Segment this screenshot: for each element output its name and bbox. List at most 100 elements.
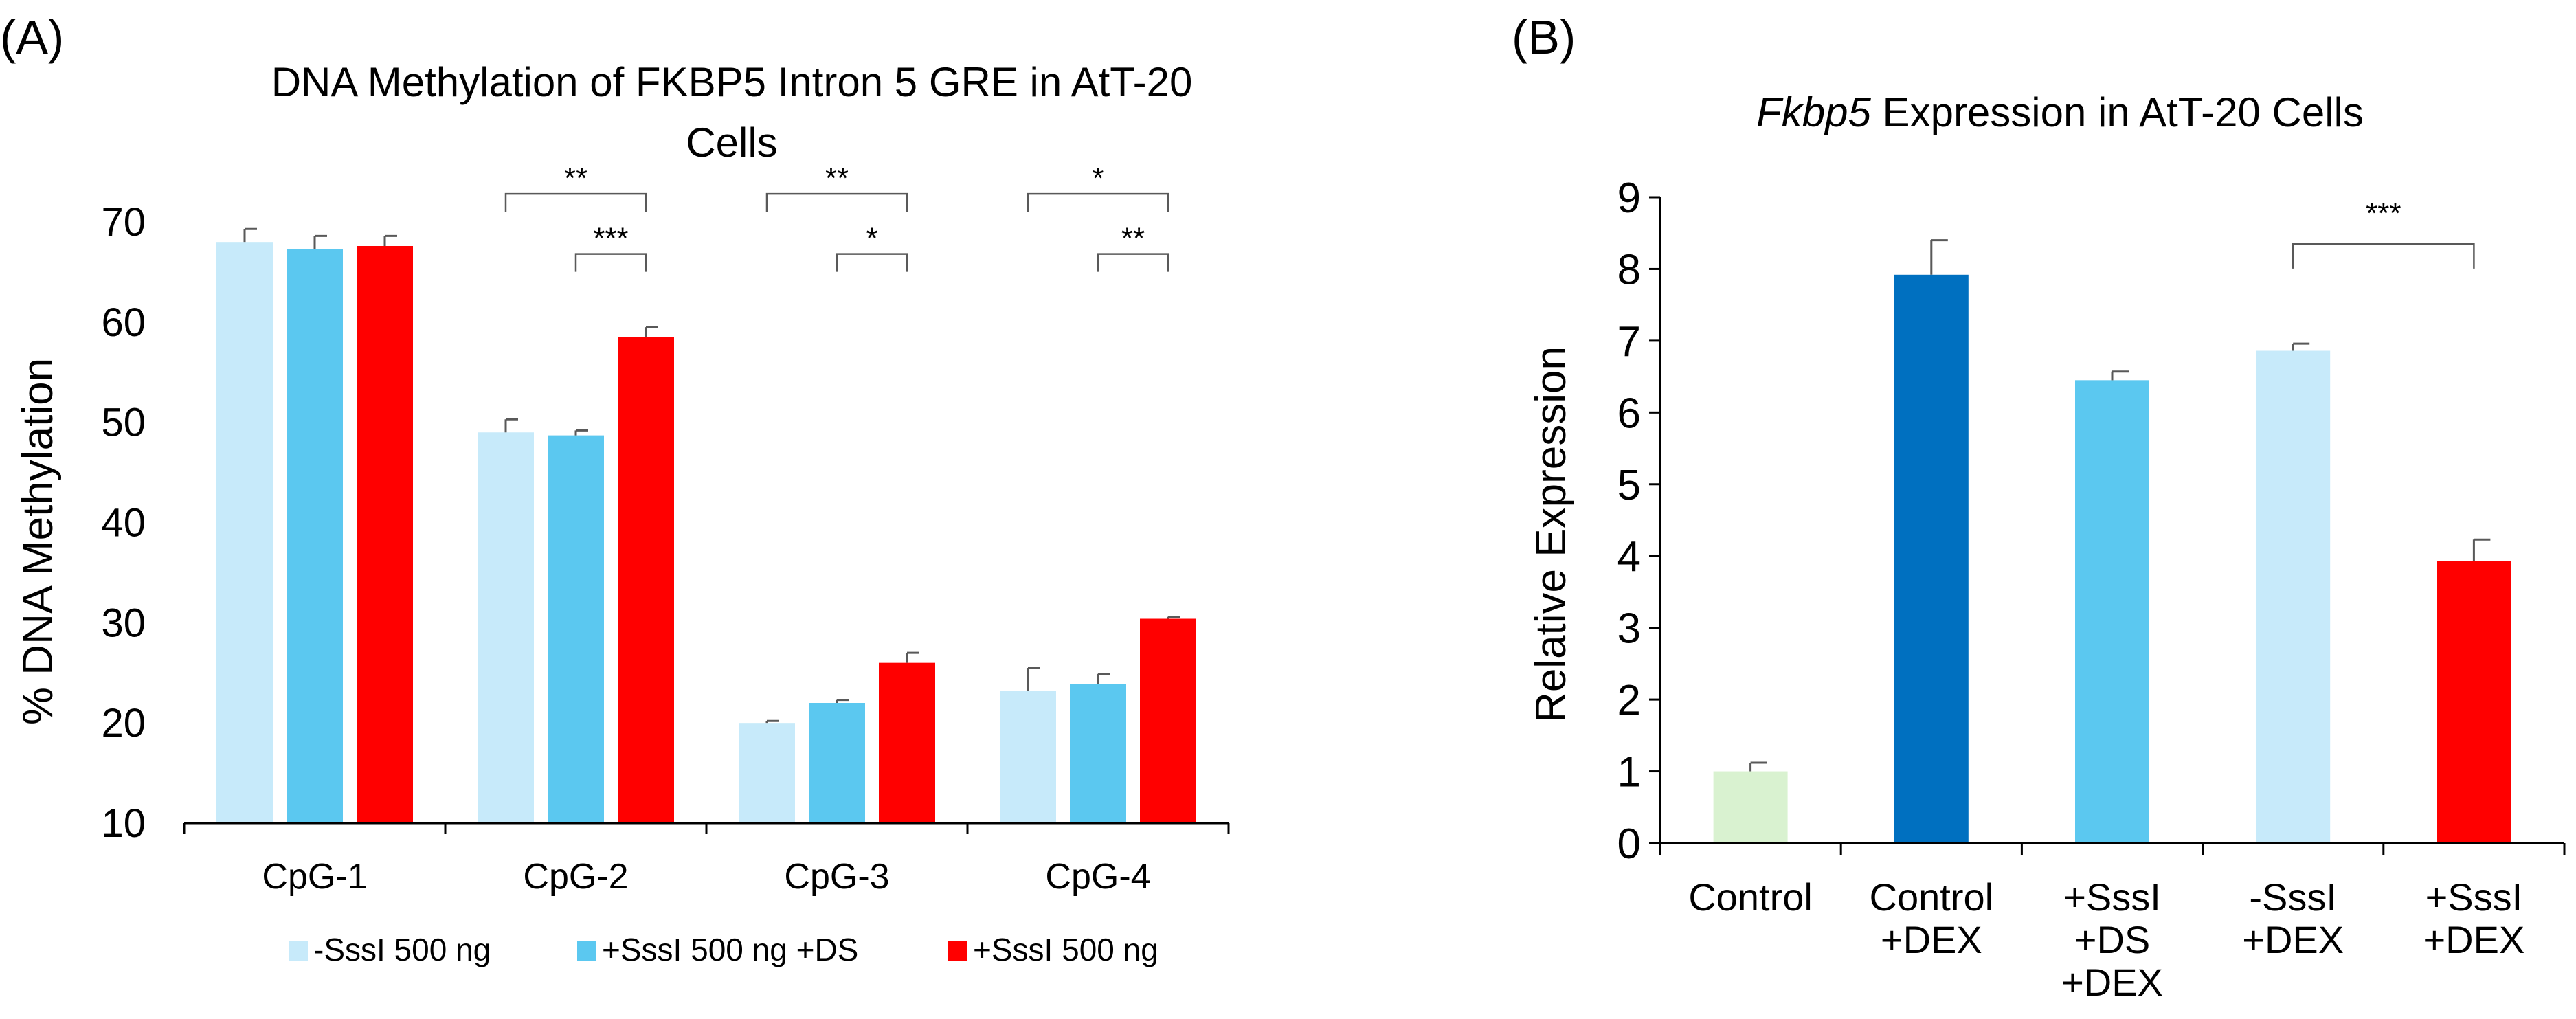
panel-a-title-line-2: Cells: [686, 120, 777, 166]
panel-a-legend-label: +SssI 500 ng +DS: [602, 932, 858, 967]
panel-b-label: (B): [1512, 10, 1576, 64]
panel-a-significance-label: *: [866, 222, 877, 256]
panel-b-category-label-line: -SssI: [2249, 875, 2337, 919]
panel-b-bar: [2256, 350, 2331, 843]
panel-a-significance-bracket: [765, 192, 908, 212]
panel-a-bar: [216, 242, 273, 824]
panel-b-chart: (B) Fkbp5 Expression in AtT-20 Cells Rel…: [1512, 10, 2566, 1004]
panel-a-error-bar: [645, 326, 658, 337]
panel-a-significance-label: ***: [593, 222, 628, 256]
panel-b-y-tick-label: 5: [1617, 462, 1641, 509]
panel-a-bar: [548, 435, 604, 823]
panel-a-error-bar: [504, 418, 518, 433]
panel-b-error-bar: [2111, 370, 2129, 381]
panel-a-bar: [478, 432, 534, 823]
panel-a-significance-label: **: [1121, 222, 1145, 256]
panel-a-y-tick-label: 20: [101, 701, 146, 746]
panel-a-significance-bracket: [504, 192, 647, 212]
panel-a-label: (A): [0, 10, 64, 64]
panel-a-error-bar: [765, 719, 779, 724]
panel-a-bar: [1000, 691, 1056, 823]
panel-b-bar: [1713, 771, 1788, 843]
panel-a-x-ticks: [183, 823, 1230, 834]
panel-a-bar: [618, 337, 674, 823]
panel-b-significance-label: ***: [2366, 197, 2401, 230]
panel-b-significance-bracket: [2292, 243, 2475, 269]
panel-b-y-axis-ticks: 0 1 2 3 4 5 6 7 8 9: [1617, 175, 1660, 868]
panel-b-title-rest: Expression in AtT-20 Cells: [1871, 89, 2364, 135]
panel-b-y-tick-label: 7: [1617, 318, 1641, 366]
panel-a-category-label: CpG-3: [784, 857, 889, 897]
panel-b-category-label-line: +DEX: [1881, 918, 1982, 961]
panel-b-bars: [1713, 274, 2511, 843]
panel-a-legend-swatch: [948, 941, 967, 961]
panel-b-y-tick-label: 3: [1617, 605, 1641, 653]
panel-a-y-tick-label: 50: [101, 401, 146, 445]
panel-a-bar: [357, 246, 413, 823]
panel-a-bar: [809, 703, 865, 823]
panel-b-y-tick-label: 8: [1617, 246, 1641, 293]
panel-a-category-label: CpG-1: [262, 857, 367, 897]
panel-b-category-label: +SssI +DS +DEX: [2061, 875, 2163, 1004]
panel-a-y-tick-label: 60: [101, 300, 146, 345]
panel-b-y-tick-label: 1: [1617, 749, 1641, 796]
panel-a-y-tick-labels: 10 20 30 40 50 60 70: [101, 200, 146, 846]
panel-a-legend: -SssI 500 ng +SssI 500 ng +DS +SssI 500 ng: [289, 932, 1158, 967]
panel-b-x-ticks: [1659, 843, 2566, 855]
panel-b-category-label-line: +DEX: [2061, 961, 2163, 1004]
panel-b-y-tick-label: 0: [1617, 820, 1641, 868]
panel-a-significance-label: *: [1092, 161, 1104, 195]
panel-a-error-bar: [313, 234, 327, 249]
panel-a-error-bars: [243, 227, 1180, 724]
panel-a-legend-swatch: [577, 941, 596, 961]
panel-a-bar: [879, 662, 935, 823]
panel-b-category-label-line: Control: [1688, 875, 1813, 919]
panel-b-error-bar: [2472, 538, 2491, 561]
panel-b-y-tick-label: 6: [1617, 390, 1641, 437]
panel-a-bars: [216, 242, 1196, 824]
panel-a-error-bar: [836, 699, 849, 703]
panel-a-error-bar: [574, 429, 588, 436]
panel-b-category-label: -SssI +DEX: [2242, 875, 2344, 961]
panel-a-error-bar: [383, 234, 397, 246]
panel-b-category-label-line: +DS: [2074, 918, 2151, 961]
panel-a-significance-bracket: [574, 253, 647, 272]
panel-a-y-tick-label: 40: [101, 501, 146, 546]
panel-b-error-bar: [1749, 761, 1767, 772]
panel-a-error-bar: [1027, 667, 1040, 691]
panel-a-error-bar: [1167, 616, 1180, 619]
panel-a-bar: [287, 249, 343, 823]
panel-b-category-label-line: +DEX: [2423, 918, 2524, 961]
panel-a-error-bar: [906, 651, 919, 663]
panel-a-legend-label: -SssI 500 ng: [313, 932, 491, 967]
panel-b-bar: [2075, 380, 2149, 843]
panel-a-y-tick-label: 70: [101, 200, 146, 245]
panel-b-significance-brackets: ***: [2292, 197, 2475, 269]
panel-a-legend-label: +SssI 500 ng: [973, 932, 1158, 967]
panel-a-bar: [1070, 684, 1126, 823]
panel-a-error-bar: [243, 227, 257, 243]
panel-a-y-tick-label: 10: [101, 801, 146, 846]
panel-a-significance-label: **: [825, 161, 849, 195]
panel-a-title-line-1: DNA Methylation of FKBP5 Intron 5 GRE in…: [271, 59, 1193, 105]
panel-a-significance-bracket: [836, 253, 908, 272]
panel-b-category-label-line: +SssI: [2063, 875, 2161, 919]
panel-b-bar: [1894, 274, 1969, 843]
panel-a-y-tick-label: 30: [101, 601, 146, 645]
panel-b-error-bars: [1749, 239, 2491, 772]
panel-b-category-labels: Control Control +DEX+SssI +DS +DEX-SssI +DEX+…: [1688, 875, 2524, 1004]
panel-b-category-label: Control: [1688, 875, 1813, 919]
panel-b-bar: [2437, 561, 2511, 843]
panel-b-category-label-line: Control: [1870, 875, 1994, 919]
panel-b-category-label: Control +DEX: [1870, 875, 1994, 961]
panel-b-category-label: +SssI +DEX: [2423, 875, 2524, 961]
panel-b-y-tick-label: 2: [1617, 677, 1641, 724]
panel-b-title: Fkbp5 Expression in AtT-20 Cells: [1756, 89, 2364, 135]
panel-b-error-bar: [1930, 239, 1948, 275]
panel-a-bar: [739, 723, 795, 823]
panel-a-y-axis-label: % DNA Methylation: [14, 358, 62, 725]
panel-b-y-axis-label: Relative Expression: [1527, 346, 1575, 723]
panel-b-category-label-line: +DEX: [2242, 918, 2344, 961]
panel-b-y-tick-label: 4: [1617, 533, 1641, 581]
panel-a-chart: (A) DNA Methylation of FKBP5 Intron 5 GR…: [0, 10, 1230, 967]
